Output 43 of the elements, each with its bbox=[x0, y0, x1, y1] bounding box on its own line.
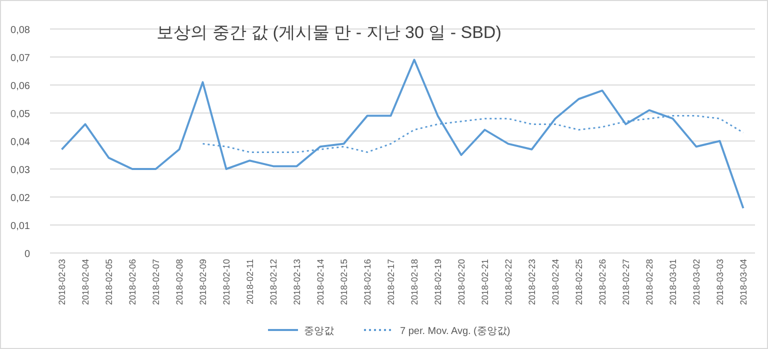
x-tick-label: 2018-02-23 bbox=[526, 259, 537, 306]
y-tick-label: 0,01 bbox=[10, 221, 30, 232]
x-tick-label: 2018-02-09 bbox=[198, 259, 208, 306]
x-tick-label: 2018-02-13 bbox=[292, 259, 302, 306]
x-tick-label: 2018-02-07 bbox=[150, 259, 161, 306]
x-tick-label: 2018-02-06 bbox=[127, 259, 138, 306]
x-tick-label: 2018-02-16 bbox=[362, 259, 372, 306]
x-tick-label: 2018-02-14 bbox=[315, 259, 326, 306]
x-tick-label: 2018-03-02 bbox=[691, 259, 702, 306]
x-tick-label: 2018-02-26 bbox=[597, 259, 608, 306]
x-tick-label: 2018-02-17 bbox=[386, 259, 396, 306]
x-tick-label: 2018-02-28 bbox=[644, 259, 654, 306]
x-tick-label: 2018-02-25 bbox=[574, 259, 584, 306]
x-tick-label: 2018-02-08 bbox=[174, 259, 184, 306]
x-tick-label: 2018-02-21 bbox=[480, 259, 490, 306]
line-series bbox=[60, 58, 744, 210]
y-tick-label: 0 bbox=[24, 249, 30, 260]
y-tick-label: 0,03 bbox=[10, 165, 30, 176]
y-tick-label: 0,05 bbox=[10, 109, 30, 120]
x-tick-label: 2018-02-12 bbox=[268, 259, 278, 306]
x-tick-label: 2018-02-10 bbox=[221, 259, 232, 306]
x-tick-label: 2018-02-04 bbox=[80, 259, 90, 306]
y-tick-label: 0,04 bbox=[10, 137, 30, 148]
y-tick-label: 0,06 bbox=[10, 81, 30, 92]
x-tick-label: 2018-02-27 bbox=[620, 259, 631, 306]
x-tick-label: 2018-02-18 bbox=[409, 259, 420, 306]
x-tick-label: 2018-02-03 bbox=[56, 259, 67, 306]
chart-title: 보상의 중간 값 (게시물 만 - 지난 30 일 - SBD) bbox=[156, 23, 502, 42]
x-tick-label: 2018-02-11 bbox=[244, 259, 255, 304]
y-tick-label: 0,08 bbox=[10, 25, 30, 36]
x-tick-label: 2018-02-15 bbox=[338, 259, 349, 306]
y-tick-label: 0,07 bbox=[10, 53, 30, 64]
x-tick-label: 2018-02-20 bbox=[456, 259, 466, 306]
x-tick-label: 2018-03-04 bbox=[738, 259, 748, 306]
x-tick-label: 2018-03-01 bbox=[668, 259, 678, 306]
legend-label: 7 per. Mov. Avg. (중앙값) bbox=[400, 326, 510, 337]
x-tick-label: 2018-02-19 bbox=[432, 259, 443, 306]
legend-label: 중앙값 bbox=[304, 326, 334, 337]
x-tick-label: 2018-02-24 bbox=[550, 259, 560, 306]
x-tick-label: 2018-02-05 bbox=[104, 259, 114, 306]
x-tick-label: 2018-02-22 bbox=[503, 259, 514, 306]
x-tick-label: 2018-03-03 bbox=[714, 259, 725, 306]
y-tick-label: 0,02 bbox=[10, 193, 30, 204]
